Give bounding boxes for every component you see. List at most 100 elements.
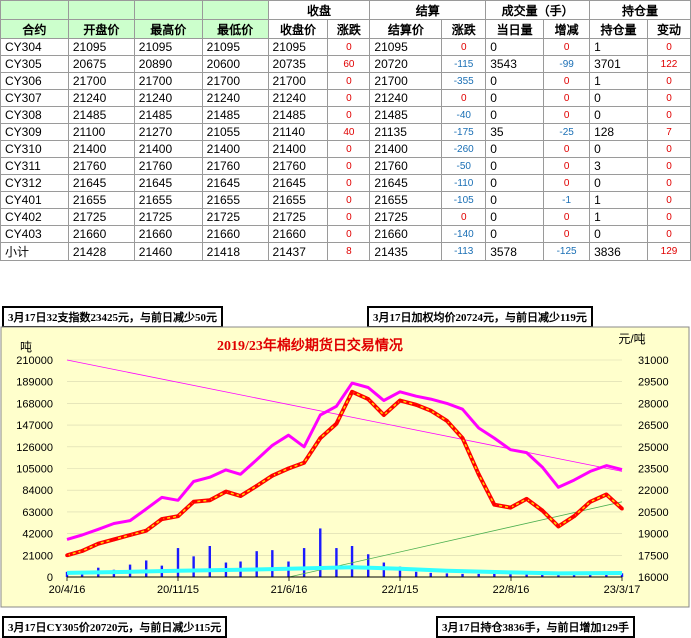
price-point [144, 528, 149, 533]
price-point [445, 418, 449, 423]
price-point [414, 403, 418, 407]
group-blank [0, 0, 69, 20]
series-lines [65, 359, 624, 578]
column-header: 涨跌 [327, 19, 371, 39]
table-row: CY309 21100 21270 21055 21140 40 21135 -175 35 -2… [0, 123, 691, 141]
table-cell: 0 [327, 225, 371, 243]
table-cell: 21725 [267, 208, 329, 226]
volume-bar [445, 573, 449, 577]
table-cell: 7 [647, 123, 691, 141]
table-cell: 21485 [267, 106, 329, 124]
table-cell: -110 [441, 174, 487, 192]
x-tick: 20/11/15 [157, 584, 199, 596]
group-oi: 持仓量 [589, 0, 691, 20]
price-point [366, 397, 371, 401]
volume-bar [414, 571, 418, 577]
y-left-tick: 189000 [16, 377, 53, 389]
table-cell: 1 [589, 208, 648, 226]
y-right-tick: 17500 [638, 550, 669, 562]
contract-cell: CY401 [0, 191, 69, 209]
table-cell: 0 [647, 225, 691, 243]
market-table: 收盘 结算 成交量（手） 持仓量 合约 开盘价 最高价 最低价 收盘价 涨跌 结算价 涨跌 当日… [0, 0, 691, 261]
table-cell: 0 [485, 38, 545, 56]
index-price-line [66, 381, 623, 541]
contract-cell: CY309 [0, 123, 69, 141]
chart-title: 2019/23年棉纱期货日交易情况 [217, 337, 403, 354]
price-point [508, 505, 513, 510]
table-row: CY403 21660 21660 21660 21660 0 21660 -140 0 0 0 0 [0, 225, 691, 243]
table-cell: 21725 [133, 208, 203, 226]
table-cell: 1 [589, 38, 648, 56]
table-cell: 21437 [267, 242, 329, 261]
table-cell: 0 [647, 140, 691, 158]
volume-bar [271, 550, 274, 577]
volume-bar [525, 574, 528, 577]
table-cell: 0 [543, 174, 591, 192]
table-cell: 0 [647, 38, 691, 56]
price-point [540, 508, 545, 513]
note-weighted: 3月17日加权均价20724元，与前日减少119元 [367, 306, 593, 328]
x-tick: 23/3/17 [604, 584, 641, 596]
price-point [492, 502, 497, 507]
y-right-tick: 16000 [638, 572, 669, 584]
table-cell: 21660 [67, 225, 135, 243]
table-cell: 21240 [133, 89, 203, 107]
y-left-tick: 42000 [22, 529, 53, 541]
table-cell: 21240 [267, 89, 329, 107]
y-left-tick: 147000 [16, 420, 53, 432]
y-right-tick: 22000 [638, 485, 669, 497]
table-cell: 20720 [369, 55, 443, 73]
table-cell: 0 [441, 89, 487, 107]
table-row: CY402 21725 21725 21725 21725 0 21725 0 0 0 1 0 [0, 208, 691, 226]
group-close: 收盘 [267, 0, 371, 20]
volume-bar [319, 528, 322, 577]
table-cell: 21400 [267, 140, 329, 158]
table-cell: 0 [589, 225, 648, 243]
table-cell: 0 [647, 106, 691, 124]
contract-cell: CY312 [0, 174, 69, 192]
table-cell: 0 [647, 174, 691, 192]
column-header: 变动 [647, 19, 691, 39]
volume-bar [477, 573, 480, 577]
table-cell: 20675 [67, 55, 135, 73]
table-cell: 35 [485, 123, 545, 141]
price-point [382, 413, 386, 417]
left-unit-label: 吨 [20, 340, 32, 354]
y-left-tick: 168000 [16, 398, 53, 410]
price-point [476, 472, 481, 477]
volume-bar [65, 571, 69, 577]
table-cell: 21700 [369, 72, 443, 90]
column-header: 结算价 [369, 19, 443, 39]
table-cell: 0 [647, 72, 691, 90]
table-cell: 21760 [369, 157, 443, 175]
table-cell: 21055 [201, 123, 269, 141]
table-cell: 21485 [369, 106, 443, 124]
contract-cell: CY403 [0, 225, 69, 243]
column-header: 收盘价 [267, 19, 329, 39]
price-point [176, 514, 180, 519]
table-cell: 0 [485, 191, 545, 209]
contract-cell: CY311 [0, 157, 69, 175]
table-body: CY304 21095 21095 21095 21095 0 21095 0 0 0 1 0 CY30… [0, 38, 691, 261]
table-cell: -40 [441, 106, 487, 124]
price-point [350, 390, 354, 394]
table-cell: 21655 [201, 191, 269, 209]
futures-chart: 0 21000 42000 63000 84000 105000 126000 147000 1… [0, 326, 690, 608]
price-point [588, 499, 593, 504]
table-cell: 21655 [67, 191, 135, 209]
y-left-tick: 21000 [22, 550, 53, 562]
table-cell: 21418 [201, 242, 269, 261]
table-cell: 0 [485, 89, 545, 107]
contract-cell: CY310 [0, 140, 69, 158]
table-cell: 21645 [369, 174, 443, 192]
table-cell: 0 [327, 208, 371, 226]
price-point [191, 499, 196, 504]
price-point [460, 436, 465, 440]
volume-bar [367, 554, 370, 577]
table-cell: 1 [589, 72, 648, 90]
table-cell: 21725 [201, 208, 269, 226]
table-cell: -99 [543, 55, 591, 73]
price-point [556, 524, 561, 529]
volume-bar [398, 566, 402, 577]
table-row: 小计 21428 21460 21418 21437 8 21435 -113 3578 -125… [0, 242, 691, 261]
